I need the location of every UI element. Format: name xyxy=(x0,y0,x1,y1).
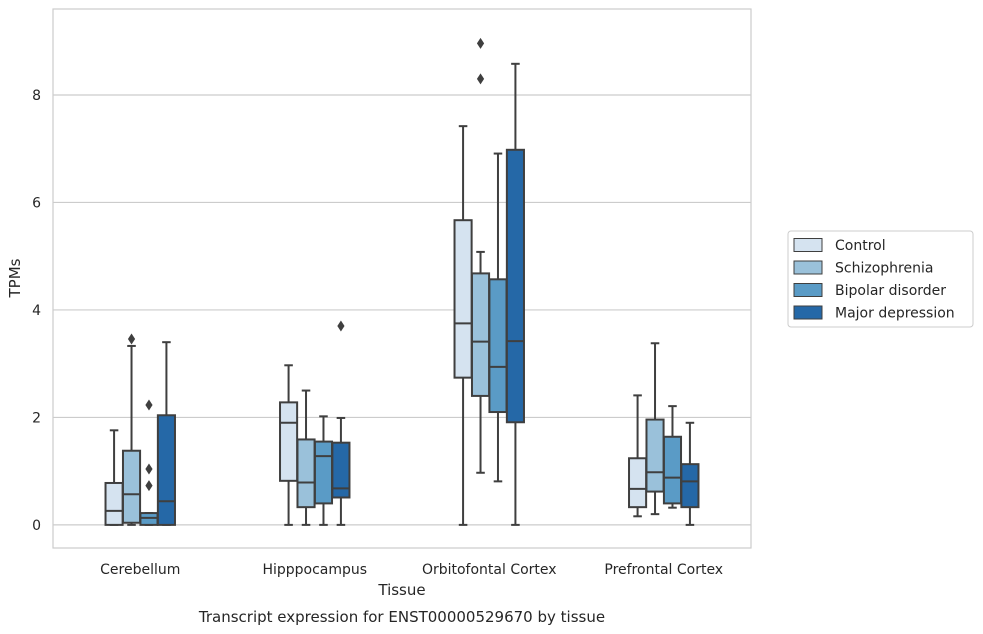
box-iqr xyxy=(662,435,683,505)
box-schizophrenia xyxy=(121,333,142,526)
box-control xyxy=(104,429,124,526)
legend-frame xyxy=(787,230,974,328)
box-bipolar-disorder xyxy=(139,399,159,526)
outlier-point xyxy=(476,73,485,85)
x-axis-ticks: Cerebellum Hipppocampus Orbitofontal Corte… xyxy=(100,562,723,578)
box-control xyxy=(279,364,299,526)
y-tick-label: 6 xyxy=(32,195,41,211)
y-tick-label: 8 xyxy=(32,88,41,104)
y-tick-label: 4 xyxy=(32,303,41,319)
box-major-depression xyxy=(680,421,700,526)
box-iqr xyxy=(121,449,142,524)
chart-caption: Transcript expression for ENST0000052967… xyxy=(198,608,605,626)
x-tick-label: Cerebellum xyxy=(100,562,180,578)
outlier-point xyxy=(476,37,485,49)
outlier-point xyxy=(145,399,153,411)
box-iqr xyxy=(488,278,508,414)
box-major-depression xyxy=(331,320,351,526)
x-tick-label: Orbitofontal Cortex xyxy=(422,562,557,578)
box-major-depression xyxy=(505,62,525,526)
legend-label: Major depression xyxy=(835,306,955,322)
x-axis-label: Tissue xyxy=(377,581,425,599)
legend-label: Control xyxy=(835,238,886,254)
legend-label: Bipolar disorder xyxy=(835,283,946,299)
box-schizophrenia xyxy=(645,342,665,516)
box-iqr xyxy=(156,414,176,526)
box-iqr xyxy=(505,148,525,424)
legend-swatch xyxy=(793,238,823,252)
boxes xyxy=(104,37,700,526)
box-iqr xyxy=(645,418,665,493)
box-iqr xyxy=(680,463,700,509)
box-iqr xyxy=(331,441,351,499)
y-axis-ticks: 0 2 4 6 8 xyxy=(32,88,41,534)
box-iqr xyxy=(296,438,316,509)
outlier-point xyxy=(337,320,345,332)
outlier-point xyxy=(145,480,153,492)
outlier-point xyxy=(127,333,136,345)
box-iqr xyxy=(470,272,491,397)
box-iqr xyxy=(139,512,159,526)
box-control xyxy=(628,394,648,518)
box-bipolar-disorder xyxy=(488,152,508,483)
legend-label: Schizophrenia xyxy=(835,261,933,277)
legend-swatch xyxy=(793,260,823,275)
outlier-point xyxy=(145,463,153,475)
y-axis-label: TPMs xyxy=(6,258,24,298)
x-tick-label: Prefrontal Cortex xyxy=(604,562,723,578)
x-tick-label: Hipppocampus xyxy=(262,562,367,578)
y-tick-label: 2 xyxy=(32,410,41,426)
legend-swatch xyxy=(793,283,823,297)
box-iqr xyxy=(104,481,124,526)
box-major-depression xyxy=(156,341,176,526)
box-iqr xyxy=(453,219,473,379)
box-iqr xyxy=(279,401,299,482)
legend-swatch xyxy=(793,305,823,320)
y-tick-label: 0 xyxy=(32,518,41,534)
legend: Control Schizophrenia Bipolar disorder Majo… xyxy=(787,230,974,328)
box-iqr xyxy=(628,457,648,509)
box-iqr xyxy=(313,440,334,505)
